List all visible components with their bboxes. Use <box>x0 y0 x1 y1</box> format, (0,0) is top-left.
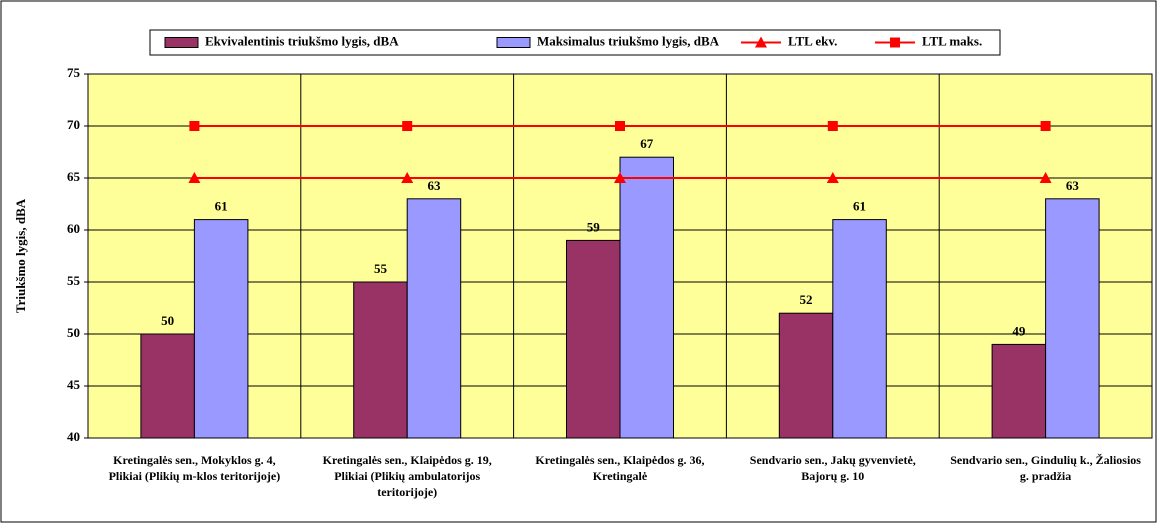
marker <box>1039 172 1052 183</box>
y-axis-label: Triukšmo lygis, dBA <box>13 198 28 313</box>
data-label: 67 <box>640 136 654 151</box>
y-tick-label: 75 <box>67 65 81 80</box>
marker <box>615 121 625 131</box>
legend-label: LTL ekv. <box>788 33 837 48</box>
bar <box>406 198 462 439</box>
x-tick-label: Sendvario sen., Jakų gyvenvietė, Bajorų … <box>749 453 916 483</box>
marker <box>188 172 201 183</box>
bar <box>353 281 408 439</box>
legend-label: Maksimalus triukšmo lygis, dBA <box>537 33 720 48</box>
legend-label: Ekvivalentinis triukšmo lygis, dBA <box>205 33 399 48</box>
y-tick-label: 50 <box>67 325 80 340</box>
data-label: 61 <box>853 199 866 214</box>
legend-marker <box>755 36 767 48</box>
bar <box>1045 198 1100 439</box>
data-label: 63 <box>1066 178 1080 193</box>
legend-swatch <box>164 37 199 48</box>
legend-marker <box>890 37 900 48</box>
x-tick-label: Sendvario sen., Gindulių k., Žaliosios g… <box>950 453 1141 483</box>
data-label: 52 <box>800 292 813 307</box>
data-label: 49 <box>1012 323 1026 338</box>
legend-box <box>149 29 1001 56</box>
data-label: 61 <box>215 199 228 214</box>
data-label: 63 <box>427 178 441 193</box>
marker <box>827 121 838 131</box>
x-tick-label: Kretingalės sen., Mokyklos g. 4, Plikiai… <box>108 453 281 483</box>
marker <box>402 121 413 131</box>
x-tick-label: Kretingalės sen., Klaipėdos g. 19, Pliki… <box>322 453 492 499</box>
bar <box>140 333 195 439</box>
y-tick-label: 60 <box>67 221 80 236</box>
marker <box>826 172 839 183</box>
legend-label: LTL maks. <box>922 33 982 48</box>
data-label: 59 <box>587 219 601 234</box>
bar <box>778 312 834 439</box>
bar <box>991 343 1047 439</box>
marker <box>401 172 414 183</box>
legend-swatch <box>496 37 531 48</box>
y-tick-label: 55 <box>67 273 81 288</box>
y-tick-label: 65 <box>67 169 81 184</box>
bar <box>832 219 887 439</box>
y-tick-label: 45 <box>67 377 81 392</box>
x-tick-label: Kretingalės sen., Klaipėdos g. 36, Kreti… <box>535 453 705 483</box>
marker <box>614 172 626 183</box>
bar <box>566 239 621 439</box>
bar <box>193 219 249 439</box>
marker <box>1040 121 1051 131</box>
data-label: 55 <box>374 261 388 276</box>
data-label: 50 <box>161 313 174 328</box>
marker <box>189 121 200 131</box>
bar <box>619 156 674 439</box>
y-tick-label: 40 <box>67 429 80 444</box>
y-tick-label: 70 <box>67 117 80 132</box>
